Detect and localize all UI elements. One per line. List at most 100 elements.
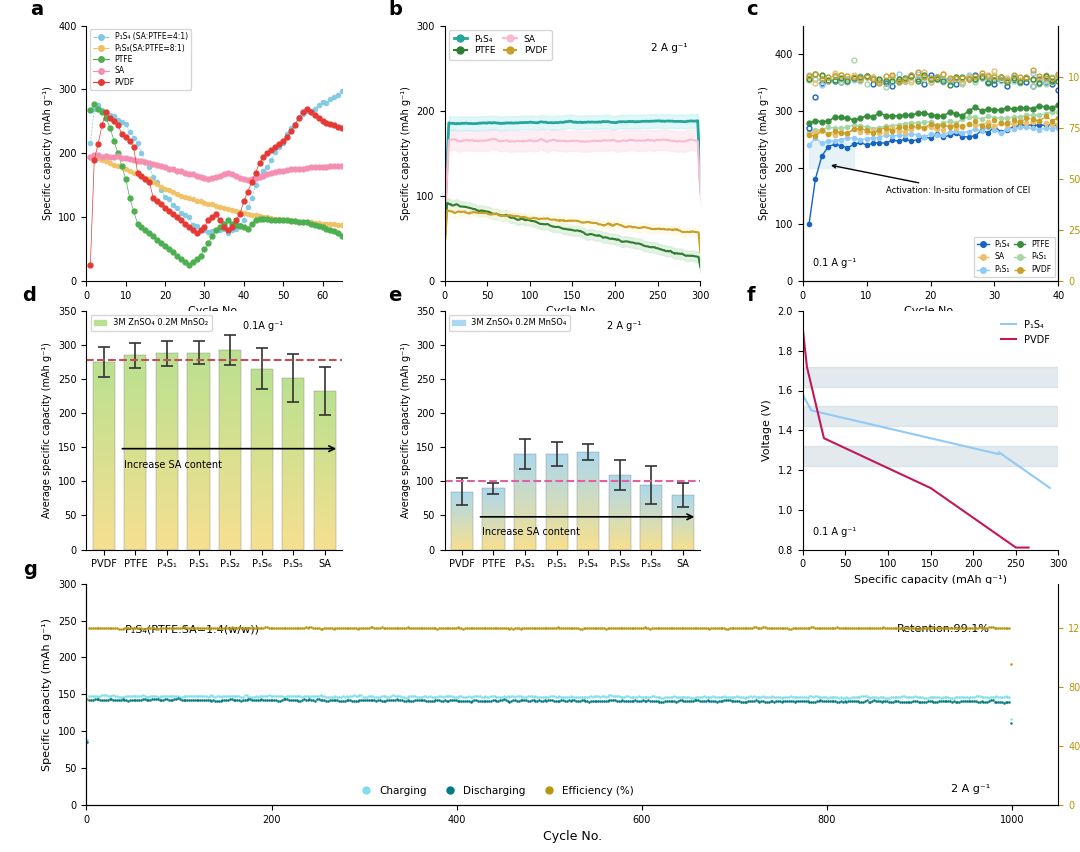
Bar bbox=[251, 483, 273, 489]
Point bbox=[773, 621, 791, 635]
Point bbox=[390, 693, 407, 706]
Bar bbox=[188, 458, 210, 464]
Point bbox=[629, 621, 646, 635]
Point bbox=[99, 689, 117, 703]
Bar bbox=[314, 513, 336, 518]
Bar bbox=[93, 544, 114, 550]
Bar bbox=[640, 532, 662, 534]
Point bbox=[999, 695, 1016, 709]
Point bbox=[729, 689, 746, 703]
Bar bbox=[314, 417, 336, 423]
Point bbox=[613, 690, 631, 704]
Point bbox=[530, 621, 548, 635]
Point bbox=[606, 689, 623, 703]
Point bbox=[916, 695, 933, 709]
Bar bbox=[514, 454, 536, 458]
Point bbox=[271, 621, 288, 635]
Point bbox=[103, 621, 120, 635]
Point bbox=[292, 621, 309, 635]
Point bbox=[888, 694, 905, 708]
Bar bbox=[577, 517, 599, 521]
Text: P₁S₄(PTFE:SA=1:4(w/w)): P₁S₄(PTFE:SA=1:4(w/w)) bbox=[125, 625, 260, 635]
Point bbox=[288, 689, 306, 703]
Bar bbox=[514, 496, 536, 498]
Point bbox=[406, 689, 423, 703]
Point bbox=[575, 694, 592, 707]
Point bbox=[697, 621, 714, 635]
Point bbox=[206, 694, 224, 707]
Bar bbox=[577, 458, 599, 462]
Bar bbox=[545, 544, 568, 546]
Point bbox=[686, 694, 703, 707]
Point bbox=[294, 694, 311, 707]
Point bbox=[593, 621, 610, 635]
Point bbox=[403, 694, 420, 708]
Point bbox=[973, 621, 990, 635]
Bar bbox=[156, 360, 178, 366]
Point bbox=[195, 689, 213, 703]
Point bbox=[963, 690, 981, 704]
Point bbox=[193, 694, 211, 707]
Point bbox=[962, 621, 980, 635]
Point bbox=[764, 694, 781, 708]
Point bbox=[105, 693, 122, 706]
Bar bbox=[802, 406, 1058, 426]
Point bbox=[195, 694, 213, 707]
Point bbox=[341, 621, 359, 635]
Point bbox=[608, 689, 625, 703]
Bar bbox=[314, 523, 336, 528]
Bar bbox=[251, 399, 273, 405]
Point bbox=[807, 695, 824, 709]
Point bbox=[834, 691, 851, 705]
Point bbox=[886, 694, 903, 708]
Point bbox=[856, 689, 874, 703]
Point bbox=[584, 694, 602, 708]
Point bbox=[960, 691, 977, 705]
Point bbox=[976, 695, 994, 709]
Point bbox=[735, 695, 753, 709]
Point bbox=[92, 689, 109, 703]
Bar bbox=[483, 498, 504, 500]
Point bbox=[586, 621, 604, 635]
Bar bbox=[188, 491, 210, 497]
Point bbox=[211, 689, 228, 703]
Bar bbox=[219, 457, 241, 463]
Point bbox=[190, 621, 207, 635]
Point bbox=[989, 690, 1007, 704]
Point bbox=[600, 688, 618, 702]
Point bbox=[932, 621, 949, 635]
Point bbox=[507, 694, 524, 707]
Point bbox=[606, 694, 623, 707]
Point bbox=[856, 694, 874, 707]
Point bbox=[943, 695, 960, 709]
Point bbox=[436, 689, 454, 703]
Point bbox=[813, 694, 831, 707]
Point bbox=[369, 621, 387, 635]
Point bbox=[751, 690, 768, 704]
Bar bbox=[219, 389, 241, 396]
Point bbox=[90, 692, 107, 705]
Point bbox=[792, 690, 809, 704]
Bar bbox=[577, 469, 599, 471]
Bar bbox=[545, 480, 568, 483]
Point bbox=[401, 621, 418, 635]
Bar bbox=[802, 446, 1058, 466]
Point bbox=[708, 690, 726, 704]
Point bbox=[966, 690, 983, 704]
Bar bbox=[93, 475, 114, 481]
Bar bbox=[156, 523, 178, 530]
Y-axis label: Average specific capacity (mAh g⁻¹): Average specific capacity (mAh g⁻¹) bbox=[42, 343, 53, 518]
Bar bbox=[483, 504, 504, 507]
Point bbox=[592, 690, 609, 704]
Point bbox=[725, 694, 742, 708]
Point bbox=[373, 694, 390, 707]
Bar bbox=[640, 543, 662, 545]
Bar bbox=[124, 498, 147, 504]
Point bbox=[760, 694, 778, 708]
Point bbox=[735, 621, 753, 635]
Point bbox=[675, 621, 692, 635]
Bar bbox=[188, 504, 210, 510]
Bar bbox=[577, 452, 599, 455]
Point bbox=[882, 690, 900, 704]
Bar bbox=[577, 533, 599, 537]
